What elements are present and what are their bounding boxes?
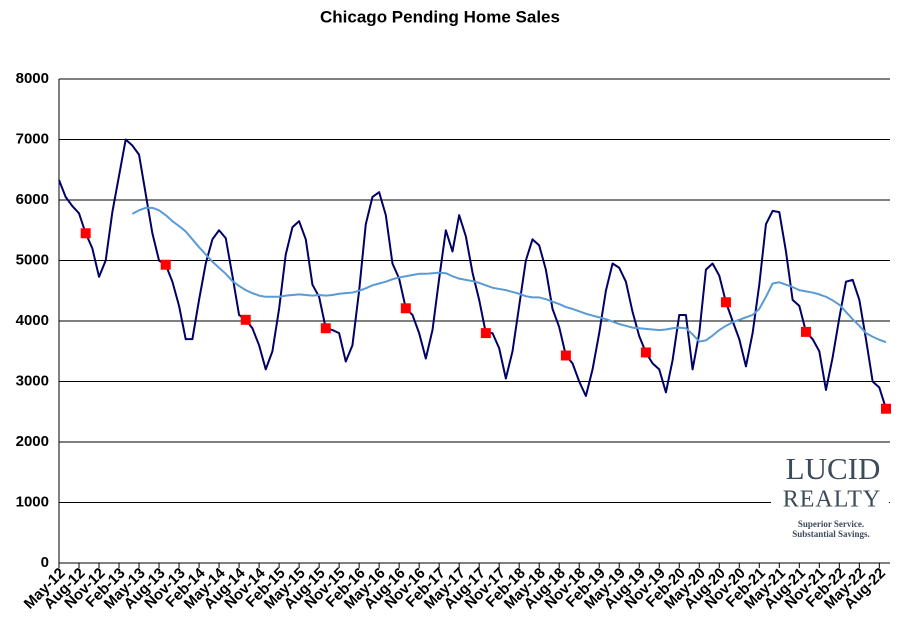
logo-tagline: Superior Service.: [798, 519, 864, 529]
series-line: [58, 138, 887, 410]
logo-tagline: Substantial Savings.: [792, 529, 870, 539]
series-line: [131, 206, 887, 344]
y-tick-label: 2000: [16, 433, 49, 450]
logo-text: REALTY: [783, 487, 881, 513]
highlight-marker: [720, 297, 731, 308]
highlight-marker: [800, 326, 811, 337]
y-tick-label: 7000: [16, 130, 49, 147]
logo-text: LUCID: [786, 451, 881, 486]
y-tick-label: 4000: [16, 312, 49, 329]
y-tick-label: 1000: [16, 493, 49, 510]
highlight-marker: [80, 228, 91, 239]
y-tick-label: 8000: [16, 70, 49, 87]
y-tick-label: 3000: [16, 372, 49, 389]
highlight-marker: [640, 347, 651, 358]
y-tick-label: 5000: [16, 251, 49, 268]
highlight-marker: [240, 314, 251, 325]
highlight-marker: [560, 350, 571, 361]
highlight-marker: [400, 303, 411, 314]
highlight-marker: [480, 328, 491, 339]
chart-title: Chicago Pending Home Sales: [320, 7, 560, 26]
logo-background: [771, 445, 889, 553]
y-tick-label: 6000: [16, 191, 49, 208]
highlight-marker: [320, 323, 331, 334]
y-tick-label: 0: [41, 554, 49, 571]
highlight-marker: [160, 259, 171, 270]
highlight-marker: [881, 403, 891, 414]
